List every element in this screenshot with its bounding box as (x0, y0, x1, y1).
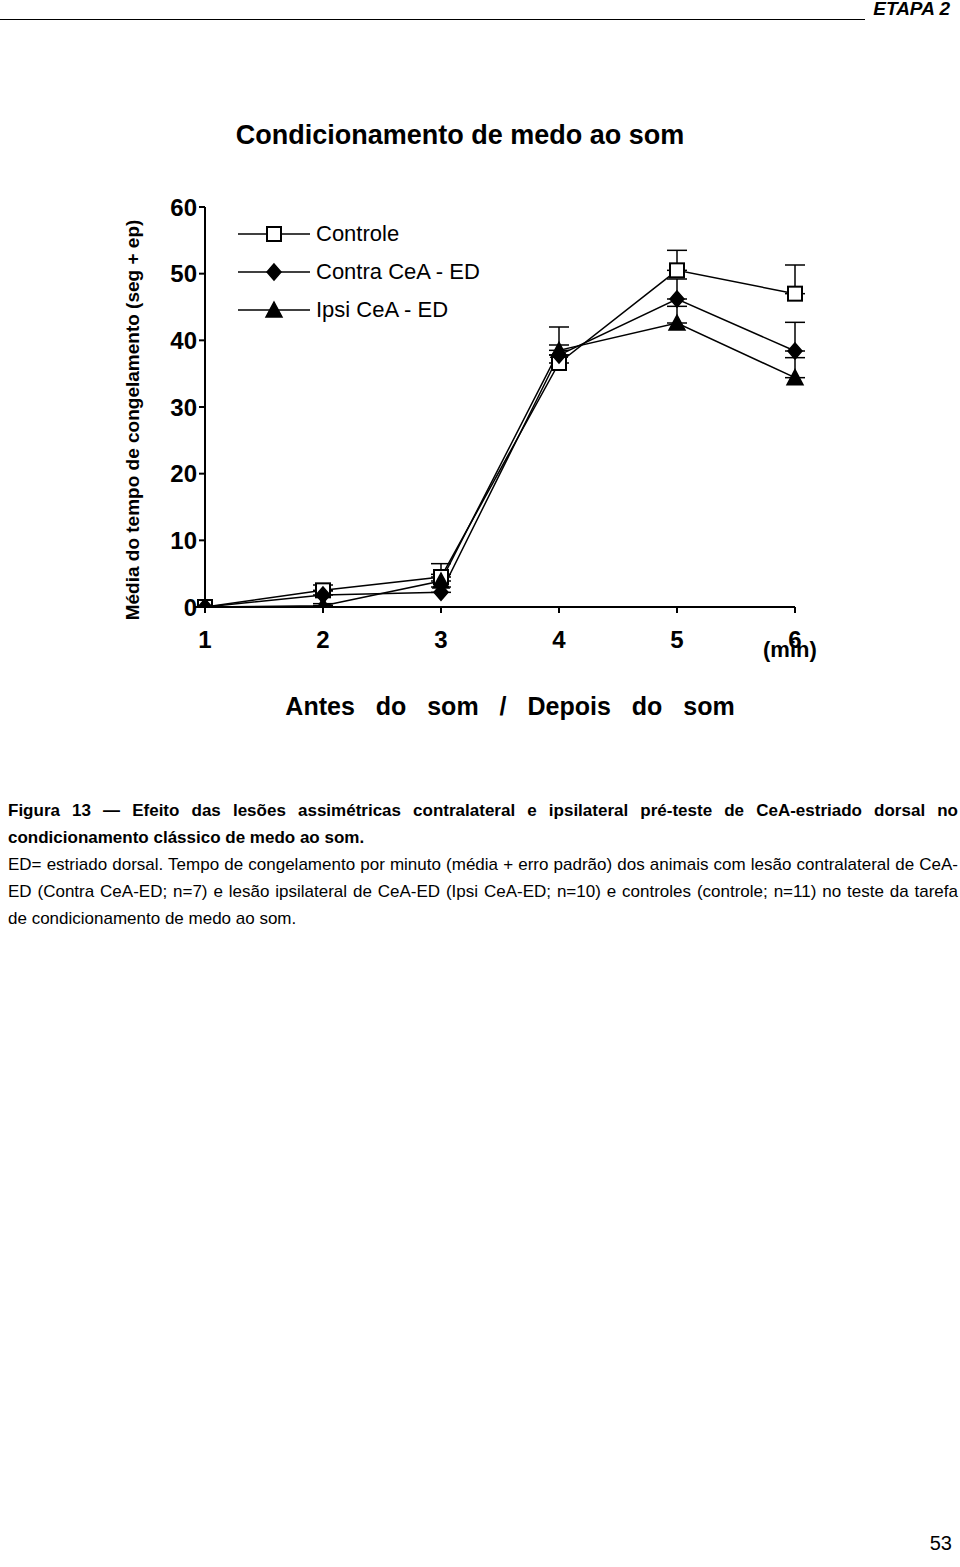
html-text:Ipsi CeA - ED: Ipsi CeA - ED (316, 297, 448, 322)
html-text:(min): (min) (763, 637, 817, 662)
html-text:Condicionamento de medo ao som: Condicionamento de medo ao som (235, 120, 685, 150)
svg-text:50: 50 (170, 260, 197, 287)
svg-text:20: 20 (170, 460, 197, 487)
html-text:Figura 13 — Efeito das lesões: Figura 13 — Efeito das lesões assimétric… (8, 801, 958, 847)
svg-text:40: 40 (170, 327, 197, 354)
svg-text:5: 5 (670, 626, 683, 653)
svg-text:4: 4 (552, 626, 566, 653)
svg-text:30: 30 (170, 394, 197, 421)
svg-text:1: 1 (198, 626, 211, 653)
html-text:Média do tempo de congelamento: Média do tempo de congelamento (seg + ep… (122, 219, 143, 621)
html-text:Controle: Controle (316, 221, 400, 246)
html-text:ED= estriado dorsal. Tempo de: ED= estriado dorsal. Tempo de congelamen… (8, 855, 958, 928)
svg-text:3: 3 (434, 626, 447, 653)
svg-text:60: 60 (170, 194, 197, 221)
svg-text:2: 2 (316, 626, 329, 653)
svg-text:10: 10 (170, 527, 197, 554)
html-text:Contra CeA - ED: Contra CeA - ED (316, 259, 480, 284)
html-text:53: 53 (929, 1532, 952, 1554)
svg-text:0: 0 (184, 594, 197, 621)
html-text:Antes do som / Depois do som: Antes do som / Depois do som (285, 692, 735, 720)
